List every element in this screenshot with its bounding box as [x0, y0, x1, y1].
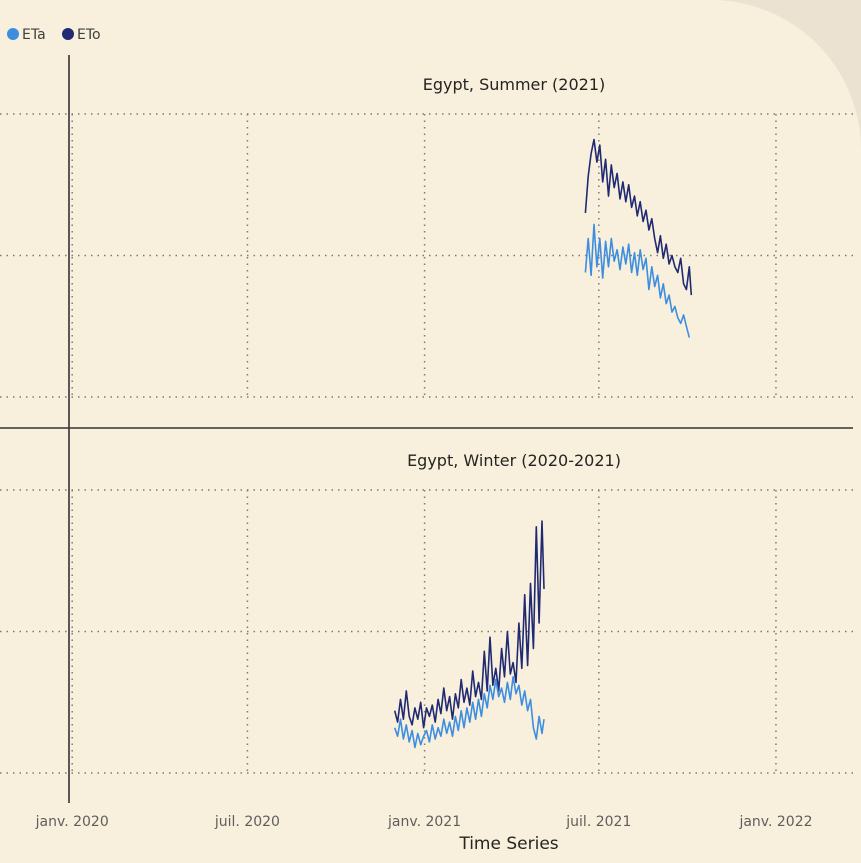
x-tick-label: janv. 2022	[738, 814, 812, 830]
legend-item-eto[interactable]: ETo	[62, 27, 101, 43]
series-lines-summer	[584, 138, 693, 338]
x-axis-ticks: janv. 2020 juil. 2020 janv. 2021 juil. 2021…	[35, 814, 813, 830]
facet-title-summer: Egypt, Summer (2021)	[423, 75, 606, 94]
legend[interactable]: ETa ETo	[7, 27, 101, 43]
x-axis-title: Time Series	[458, 834, 558, 854]
series-line-eto[interactable]	[584, 138, 693, 296]
x-tick-label: janv. 2020	[35, 814, 109, 830]
x-tick-label: janv. 2021	[387, 814, 461, 830]
x-tick-label: juil. 2020	[214, 814, 280, 830]
series-lines-winter	[393, 520, 545, 749]
legend-marker-eto	[62, 28, 74, 40]
gridlines-summer	[0, 113, 853, 398]
x-tick-label: juil. 2021	[565, 814, 631, 830]
legend-item-eta[interactable]: ETa	[7, 27, 46, 43]
series-line-eta[interactable]	[393, 675, 545, 749]
facet-winter-2020-2021: Egypt, Winter (2020-2021)	[0, 451, 853, 774]
facet-title-winter: Egypt, Winter (2020-2021)	[407, 451, 621, 470]
facet-summer-2021: Egypt, Summer (2021)	[0, 75, 853, 398]
legend-label-eta: ETa	[22, 27, 46, 43]
series-line-eta[interactable]	[584, 223, 691, 338]
legend-marker-eta	[7, 28, 19, 40]
legend-label-eto: ETo	[77, 27, 101, 43]
series-line-eto[interactable]	[393, 520, 545, 729]
